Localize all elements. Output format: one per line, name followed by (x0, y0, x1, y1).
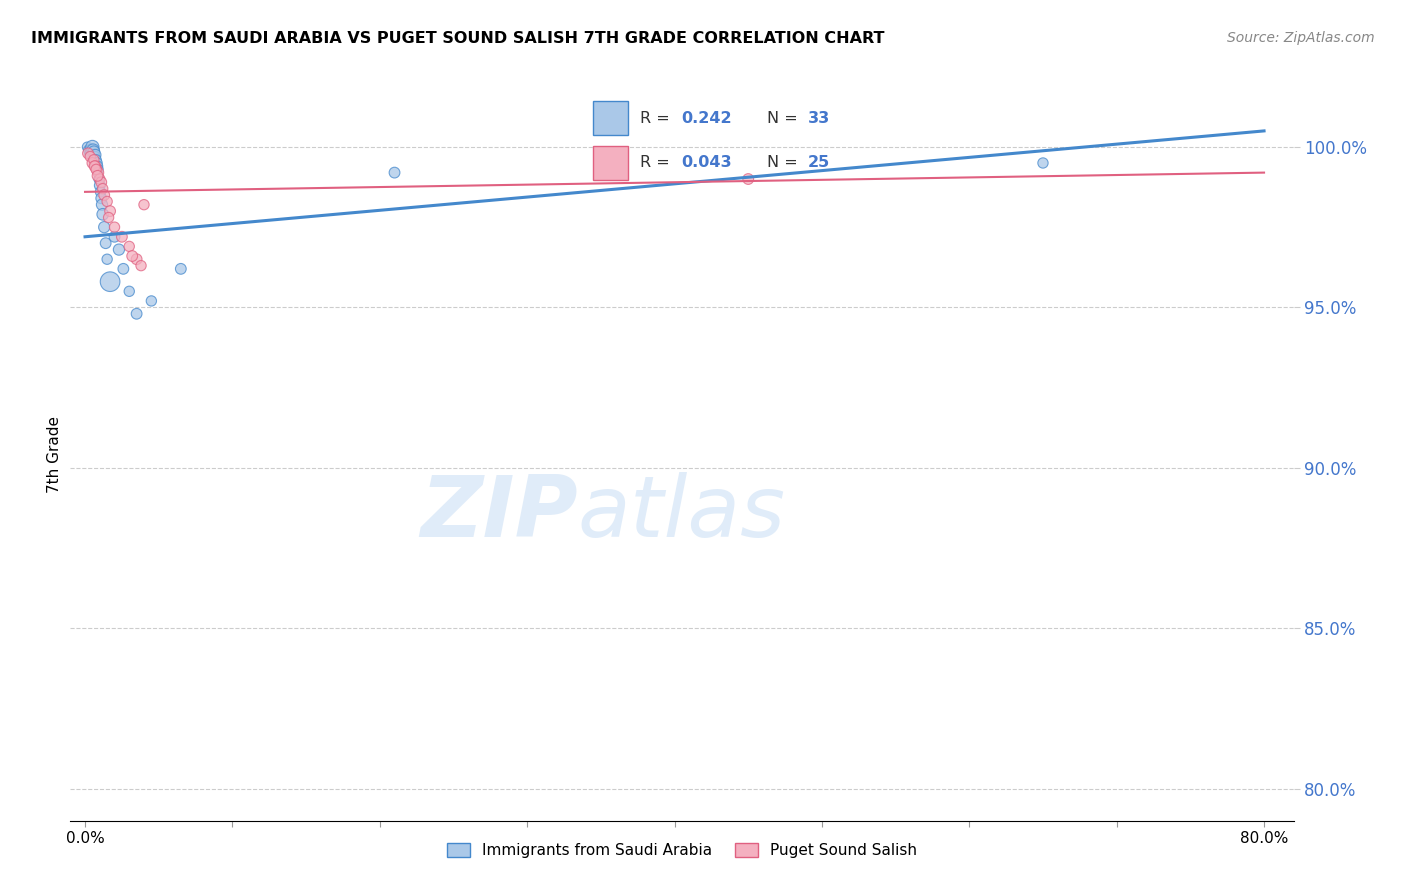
Point (112, 261, 135, 276)
Point (86, 159, 108, 173)
Point (76, 140, 98, 154)
Point (97, 211, 120, 225)
Point (89, 178, 111, 193)
Point (125, 252, 148, 267)
Point (91, 207, 114, 221)
Point (121, 249, 143, 263)
Point (86, 156, 108, 170)
Point (125, 307, 148, 321)
FancyBboxPatch shape (593, 102, 627, 135)
Text: 0.242: 0.242 (682, 111, 733, 126)
Text: Source: ZipAtlas.com: Source: ZipAtlas.com (1227, 31, 1375, 45)
Point (94, 236, 117, 251)
Point (82, 140, 104, 154)
Point (87, 166, 110, 180)
Point (86, 162, 108, 177)
Point (170, 261, 193, 276)
Y-axis label: 7th Grade: 7th Grade (46, 417, 62, 493)
Point (118, 285, 141, 299)
Point (83, 145, 105, 159)
Point (83, 153, 105, 167)
Point (83, 159, 105, 173)
Point (96, 252, 118, 267)
Point (93, 220, 115, 235)
Point (84, 162, 107, 177)
Point (84, 153, 107, 167)
Point (132, 197, 155, 211)
Point (83, 150, 105, 164)
Point (89, 185, 111, 199)
Point (90, 191, 112, 205)
Text: 33: 33 (808, 111, 831, 126)
Point (93, 188, 115, 202)
Text: 25: 25 (808, 155, 831, 170)
Point (103, 220, 125, 235)
Point (111, 229, 134, 244)
Point (90, 175, 112, 189)
Legend: Immigrants from Saudi Arabia, Puget Sound Salish: Immigrants from Saudi Arabia, Puget Soun… (440, 837, 924, 864)
Point (79, 146, 101, 161)
Point (87, 172, 110, 186)
Point (79, 150, 101, 164)
Point (108, 243, 131, 257)
Text: R =: R = (641, 111, 675, 126)
Text: N =: N = (768, 155, 803, 170)
Point (737, 172, 759, 186)
Point (80, 143, 103, 157)
Text: N =: N = (768, 111, 803, 126)
Point (89, 172, 111, 186)
Point (129, 259, 152, 273)
FancyBboxPatch shape (593, 146, 627, 179)
Point (103, 229, 125, 244)
Text: IMMIGRANTS FROM SAUDI ARABIA VS PUGET SOUND SALISH 7TH GRADE CORRELATION CHART: IMMIGRANTS FROM SAUDI ARABIA VS PUGET SO… (31, 31, 884, 46)
Text: R =: R = (641, 155, 675, 170)
Point (86, 169, 108, 183)
Point (82, 143, 104, 157)
Text: atlas: atlas (578, 472, 786, 555)
Point (91, 197, 114, 211)
Point (84, 148, 107, 162)
Point (1032, 156, 1054, 170)
Point (98, 275, 121, 289)
Point (87, 162, 110, 177)
Point (118, 239, 141, 253)
Point (82, 156, 104, 170)
Point (84, 159, 107, 173)
Point (141, 293, 163, 308)
Text: 0.043: 0.043 (682, 155, 733, 170)
Text: ZIP: ZIP (420, 472, 578, 555)
Point (77, 146, 100, 161)
Point (80, 146, 103, 161)
Point (98, 204, 121, 219)
Point (77, 143, 100, 157)
Point (91, 181, 114, 195)
Point (384, 166, 406, 180)
Point (96, 194, 118, 209)
